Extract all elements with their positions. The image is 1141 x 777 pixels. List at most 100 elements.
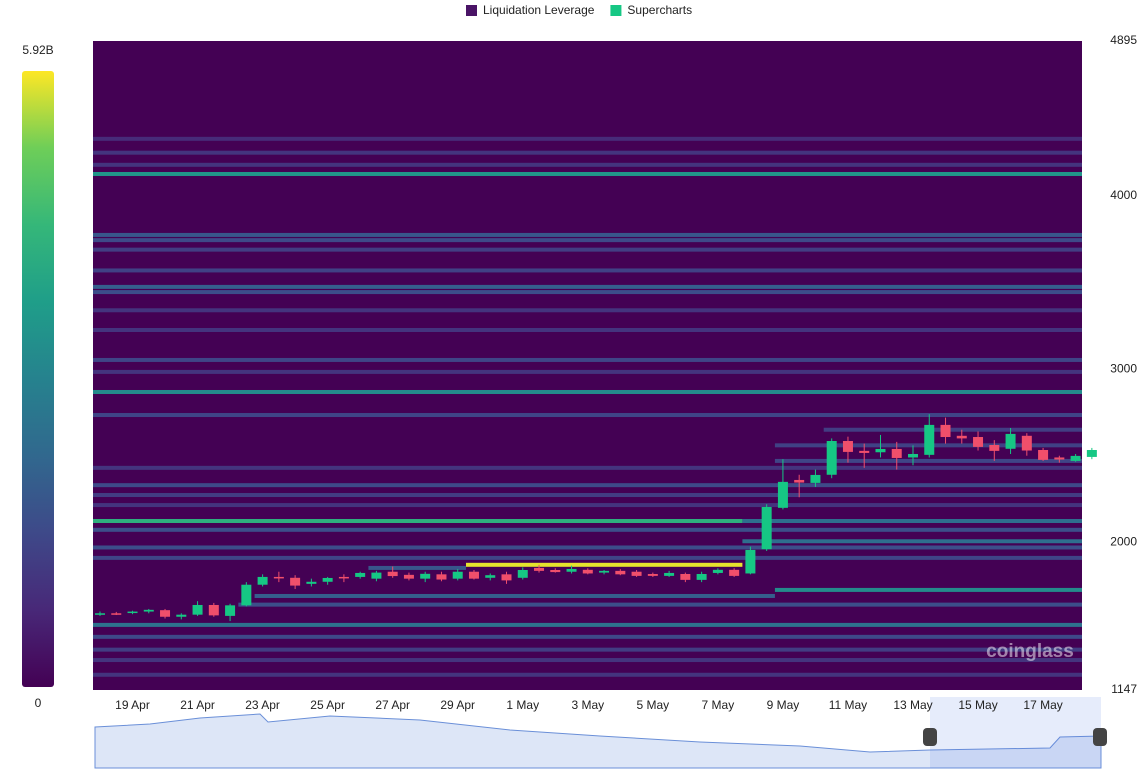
- candle-body: [599, 570, 610, 573]
- x-tick-label: 1 May: [506, 698, 539, 712]
- candles: [95, 414, 1097, 622]
- heat-band: [93, 328, 1082, 333]
- heat-band: [93, 284, 1082, 289]
- candle-body: [403, 574, 414, 579]
- candle-body: [826, 440, 837, 475]
- heat-band: [93, 357, 1082, 362]
- y-tick-label: 1147: [1111, 682, 1137, 696]
- candle-body: [322, 577, 333, 582]
- candle-body: [566, 568, 577, 572]
- candle-body: [420, 573, 431, 579]
- x-tick-label: 11 May: [829, 698, 867, 712]
- candle-body: [631, 571, 642, 576]
- heat-band: [93, 647, 1082, 652]
- heat-band: [93, 555, 1082, 560]
- candle-body: [1005, 433, 1016, 449]
- x-tick-label: 25 Apr: [310, 698, 345, 712]
- navigator-handle[interactable]: [1093, 728, 1107, 746]
- candle-body: [452, 571, 463, 579]
- y-tick-label: 4000: [1110, 188, 1137, 202]
- heat-band: [93, 503, 1082, 508]
- candle-body: [712, 569, 723, 573]
- candle-body: [387, 571, 398, 577]
- candle-body: [550, 570, 561, 573]
- candle-body: [582, 569, 593, 574]
- heat-band: [368, 565, 466, 570]
- x-tick-label: 7 May: [702, 698, 735, 712]
- heat-band: [93, 171, 1082, 176]
- heat-band: [93, 634, 1082, 639]
- legend-swatch: [466, 5, 477, 16]
- heat-band: [93, 465, 1082, 470]
- candle-body: [745, 549, 756, 574]
- heat-band: [93, 369, 1082, 374]
- heat-band: [93, 545, 1082, 550]
- candle-body: [1086, 450, 1097, 457]
- x-tick-label: 13 May: [893, 698, 932, 712]
- candle-body: [306, 581, 317, 584]
- candle-body: [891, 448, 902, 458]
- heat-band: [93, 389, 1082, 394]
- candle-body: [664, 572, 675, 576]
- candle-body: [989, 444, 1000, 451]
- candle-body: [338, 576, 349, 579]
- y-tick-label: 4895: [1110, 33, 1137, 47]
- heat-band: [774, 587, 1082, 592]
- x-tick-label: 23 Apr: [245, 698, 280, 712]
- heat-band: [93, 493, 1082, 498]
- heat-band: [93, 247, 1082, 252]
- candle-body: [111, 613, 122, 615]
- candle-body: [615, 570, 626, 575]
- candle-body: [241, 584, 252, 606]
- candle-body: [794, 479, 805, 483]
- candle-body: [436, 574, 447, 580]
- heat-band: [93, 136, 1082, 141]
- x-tick-label: 27 Apr: [375, 698, 410, 712]
- heat-band: [93, 527, 1082, 532]
- heat-band: [93, 162, 1082, 167]
- candle-body: [371, 572, 382, 579]
- candle-body: [940, 424, 951, 438]
- legend-swatch: [610, 5, 622, 16]
- heat-band: [465, 562, 743, 567]
- candle-body: [273, 576, 284, 579]
- heat-band: [742, 518, 1082, 523]
- candle-body: [875, 448, 886, 453]
- candle-body: [290, 577, 301, 586]
- heat-band: [93, 232, 1082, 237]
- candle-body: [160, 610, 171, 617]
- candle-body: [777, 481, 788, 508]
- candle-body: [956, 435, 967, 439]
- candle-body: [95, 613, 105, 615]
- heat-band: [774, 458, 1082, 463]
- legend-label: Liquidation Leverage: [483, 3, 595, 17]
- heat-band: [93, 658, 1082, 663]
- candle-body: [534, 567, 545, 571]
- candle-body: [1054, 457, 1065, 460]
- navigator-handle[interactable]: [923, 728, 937, 746]
- heat-band: [93, 672, 1082, 677]
- candle-body: [729, 569, 740, 576]
- x-tick-label: 5 May: [636, 698, 669, 712]
- heat-band: [93, 150, 1082, 155]
- navigator-selection[interactable]: [930, 697, 1101, 768]
- candle-body: [924, 424, 935, 455]
- candle-body: [680, 573, 691, 580]
- x-tick-label: 17 May: [1023, 698, 1062, 712]
- y-tick-label: 2000: [1110, 534, 1137, 548]
- heat-band: [93, 290, 1082, 295]
- candle-body: [257, 576, 268, 585]
- colorbar-label: 5.92B: [22, 43, 53, 57]
- candle-body: [1038, 450, 1049, 460]
- legend-label: Supercharts: [627, 3, 692, 17]
- heat-band: [93, 483, 1082, 488]
- navigator[interactable]: [94, 697, 1107, 769]
- candle-body: [143, 609, 154, 612]
- candle-body: [485, 575, 496, 578]
- candle-body: [647, 573, 658, 576]
- candle-body: [908, 453, 918, 458]
- heat-band: [93, 268, 1082, 273]
- x-tick-label: 29 Apr: [440, 698, 475, 712]
- heat-band: [93, 238, 1082, 243]
